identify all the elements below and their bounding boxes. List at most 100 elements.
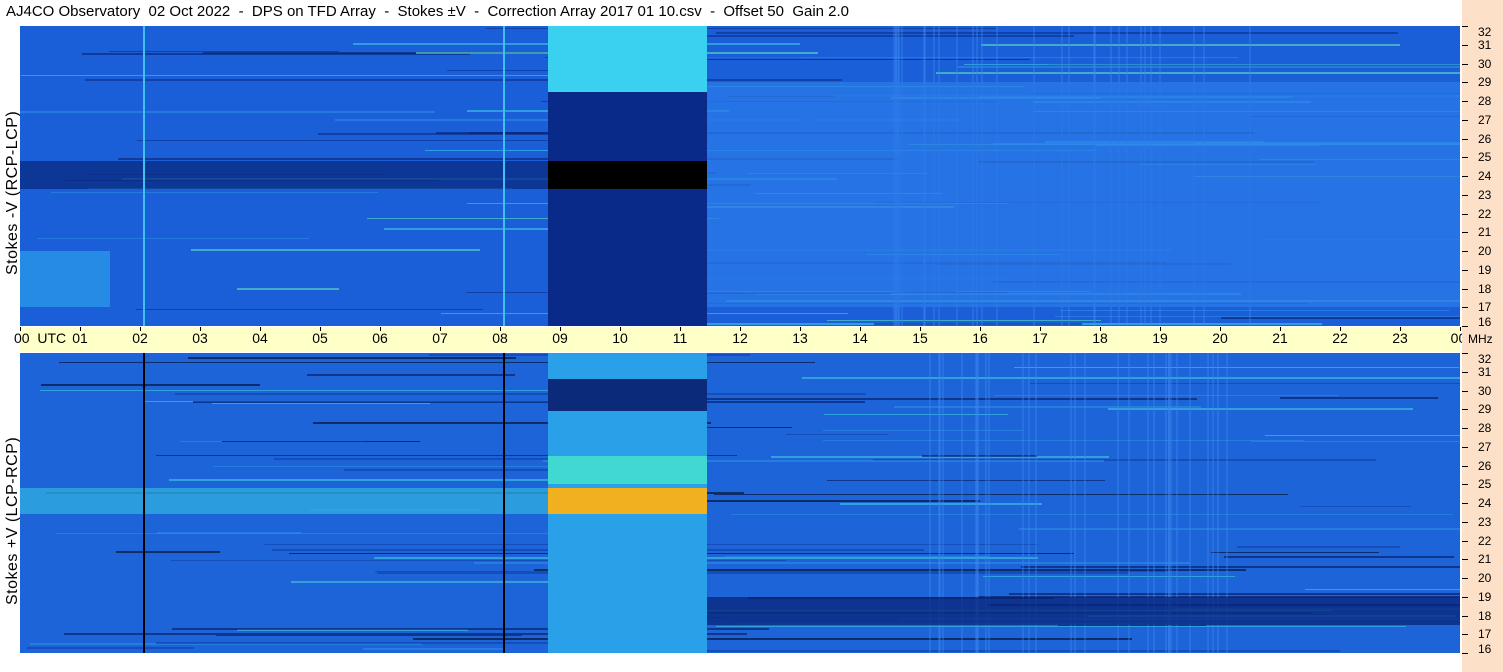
noise-streak	[56, 533, 583, 535]
utc-tick-label: 23	[1392, 330, 1408, 346]
daytime-strip-region	[548, 456, 707, 485]
noise-streak	[1300, 505, 1412, 507]
frequency-tick-mark	[1462, 578, 1468, 579]
frequency-tick-label: 21	[1478, 552, 1492, 567]
utc-tick-mark	[1160, 327, 1161, 331]
frequency-tick-label: 29	[1478, 402, 1492, 417]
utc-tick-mark	[620, 327, 621, 331]
utc-tick-mark	[920, 327, 921, 331]
noise-streak	[893, 405, 1201, 408]
vertical-noise-streak	[1175, 353, 1178, 653]
noise-streak	[169, 478, 675, 481]
frequency-tick-label: 22	[1478, 206, 1492, 221]
frequency-tick-label: 32	[1478, 352, 1492, 366]
utc-tick-label: 01	[72, 330, 88, 346]
frequency-tick-mark	[1462, 176, 1468, 177]
utc-tick-mark	[1100, 327, 1101, 331]
frequency-tick-label: 28	[1478, 421, 1492, 435]
noise-streak	[1221, 316, 1460, 319]
daytime-strip-region	[548, 488, 707, 515]
utc-tick-mark	[740, 327, 741, 331]
frequency-tick-mark	[1462, 307, 1468, 309]
frequency-tick-mark	[1462, 44, 1468, 46]
noise-streak	[978, 595, 1460, 598]
noise-streak	[367, 217, 719, 219]
vertical-noise-streak	[988, 353, 991, 653]
noise-streak	[312, 421, 711, 424]
vertical-noise-streak	[984, 353, 987, 653]
vertical-noise-streak	[1169, 353, 1172, 653]
utc-tick-mark	[500, 327, 501, 331]
noise-streak	[1304, 589, 1460, 591]
noise-streak	[37, 238, 310, 240]
utc-tick-label: 14	[852, 330, 868, 346]
utc-tick-label: 17	[1032, 330, 1048, 346]
noise-streak	[171, 627, 770, 630]
frequency-tick-label: 23	[1478, 187, 1492, 202]
frequency-tick-label: 32	[1478, 25, 1492, 39]
utc-tick-label: 09	[552, 330, 568, 346]
utc-tick-label: 04	[252, 330, 268, 346]
vertical-noise-streak	[1226, 353, 1229, 653]
utc-tick-mark	[440, 327, 441, 331]
noise-streak	[307, 374, 515, 377]
noise-streak	[982, 575, 1236, 577]
vertical-noise-streak	[1146, 353, 1149, 653]
utc-tick-mark	[200, 327, 201, 331]
frequency-tick-mark	[1462, 101, 1468, 102]
noise-streak	[822, 430, 1023, 431]
frequency-tick-mark	[1462, 634, 1468, 636]
noise-streak	[637, 397, 1197, 400]
vertical-noise-streak	[1116, 353, 1119, 653]
vertical-event-line	[503, 353, 505, 653]
frequency-tick-mark	[1462, 446, 1468, 448]
noise-streak	[290, 581, 633, 584]
noise-streak	[222, 440, 421, 442]
frequency-tick-mark	[1462, 119, 1468, 121]
noise-streak	[473, 561, 1190, 564]
frequency-tick-label: 22	[1478, 533, 1492, 548]
noise-streak	[84, 78, 843, 81]
top-spectrogram-panel	[20, 26, 1460, 326]
utc-tick-mark	[860, 327, 861, 331]
frequency-tick-mark	[1462, 559, 1468, 561]
mhz-unit-label: MHz	[1468, 332, 1493, 346]
noise-streak	[543, 459, 1104, 462]
utc-tick-mark	[80, 327, 81, 331]
noise-streak	[714, 494, 1288, 496]
frequency-tick-label: 25	[1478, 150, 1492, 165]
frequency-tick-label: 26	[1478, 458, 1492, 473]
utc-tick-label: 21	[1272, 330, 1288, 346]
frequency-tick-label: 20	[1478, 244, 1492, 258]
noise-streak	[826, 319, 1101, 321]
noise-streak	[26, 646, 194, 649]
noise-streak	[801, 376, 1460, 379]
vertical-noise-streak	[1211, 353, 1214, 653]
noise-streak	[135, 308, 483, 310]
vertical-noise-streak	[938, 353, 941, 653]
frequency-tick-mark	[1462, 63, 1468, 65]
noise-streak	[40, 384, 261, 387]
utc-tick-label: 02	[132, 330, 148, 346]
vertical-event-line	[143, 353, 145, 653]
frequency-tick-label: 30	[1478, 383, 1492, 398]
noise-streak	[413, 637, 1132, 640]
vertical-noise-streak	[1168, 353, 1171, 653]
frequency-tick-label: 30	[1478, 56, 1492, 71]
frequency-tick-mark	[1462, 213, 1468, 215]
vertical-event-line	[503, 26, 505, 326]
noise-streak	[363, 648, 504, 651]
frequency-band-region	[707, 82, 1460, 308]
noise-streak	[51, 192, 378, 194]
utc-tick-label: 22	[1332, 330, 1348, 346]
noise-streak	[236, 288, 339, 291]
frequency-tick-mark	[1462, 653, 1468, 654]
noise-streak	[724, 555, 989, 557]
noise-streak	[639, 58, 1030, 60]
utc-tick-label: 15	[912, 330, 928, 346]
frequency-tick-mark	[1462, 288, 1468, 290]
vertical-noise-streak	[1168, 353, 1171, 653]
noise-streak	[215, 635, 523, 637]
frequency-tick-mark	[1462, 390, 1468, 392]
frequency-tick-mark	[1462, 503, 1468, 504]
